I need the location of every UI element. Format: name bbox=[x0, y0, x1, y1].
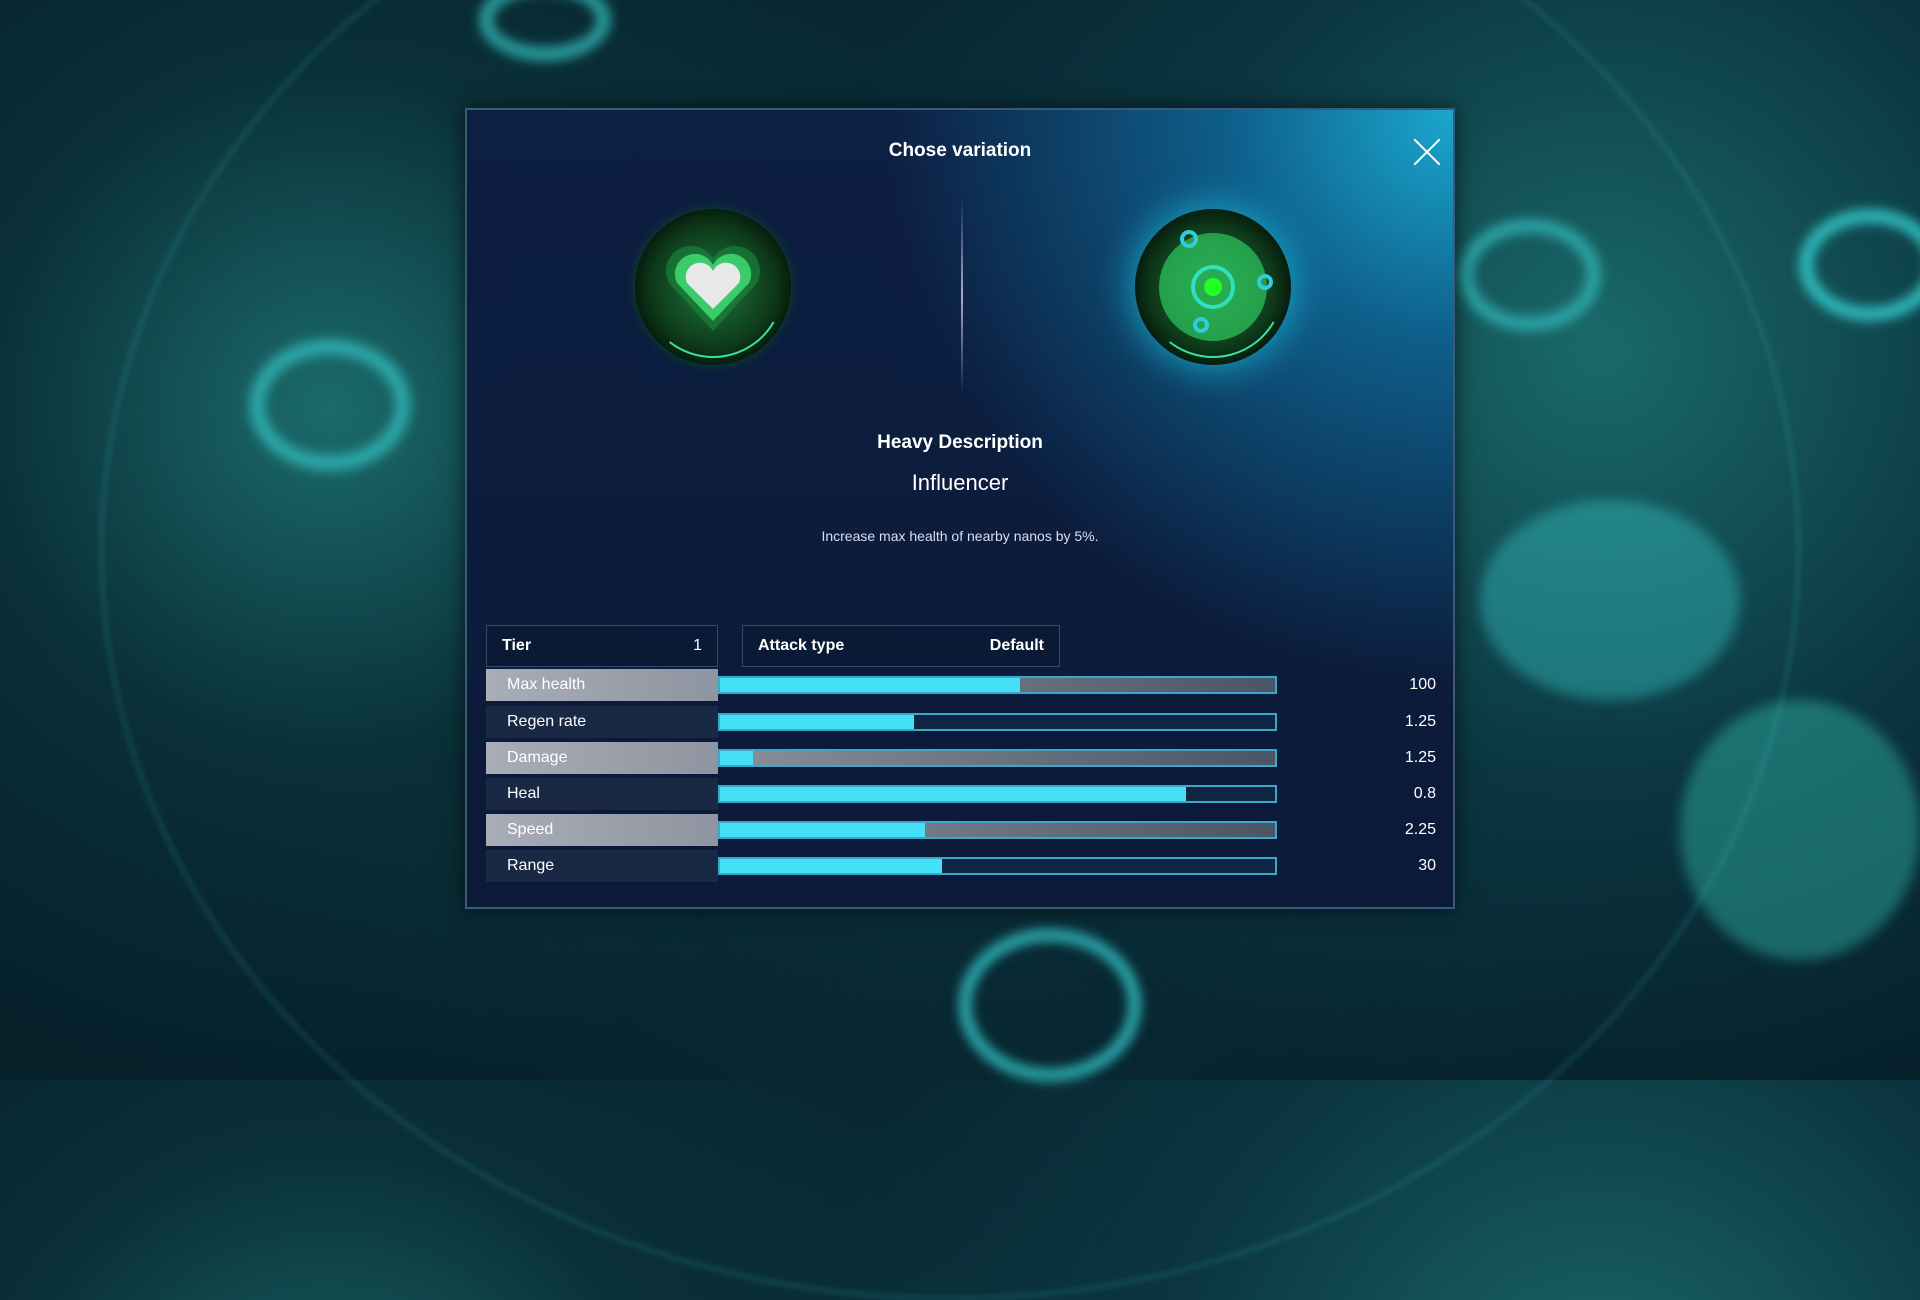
stat-bar bbox=[718, 785, 1277, 803]
stat-bar-fill bbox=[720, 678, 1020, 692]
stat-value: 30 bbox=[1418, 857, 1436, 874]
bg-crystal bbox=[1480, 500, 1740, 700]
heart-icon[interactable] bbox=[635, 209, 791, 365]
stat-bar-fill bbox=[720, 751, 754, 765]
divider bbox=[961, 198, 963, 394]
stat-value: 1.25 bbox=[1404, 713, 1436, 730]
attack-type-label: Attack type bbox=[758, 637, 845, 654]
stat-label: Range bbox=[486, 850, 718, 882]
stat-value: 100 bbox=[1409, 676, 1436, 693]
orb-icon[interactable] bbox=[1135, 209, 1291, 365]
stat-row: Speed 2.25 bbox=[486, 814, 1436, 846]
variation-name: Influencer bbox=[911, 470, 1009, 495]
stat-bar-fill bbox=[720, 787, 1187, 801]
stat-label: Damage bbox=[486, 742, 718, 774]
stat-label: Heal bbox=[486, 778, 718, 810]
stat-bar-fill bbox=[720, 823, 926, 837]
stat-row: Regen rate 1.25 bbox=[486, 706, 1436, 738]
stat-value: 2.25 bbox=[1404, 821, 1436, 838]
stat-label: Regen rate bbox=[486, 706, 718, 738]
bg-node bbox=[1800, 210, 1920, 320]
bg-crystal bbox=[1680, 700, 1920, 960]
stat-bar bbox=[718, 676, 1277, 694]
stat-bar-fill bbox=[720, 715, 915, 729]
variation-dialog: Chose variation Heavy Description Influe… bbox=[465, 108, 1455, 909]
stat-value: 0.8 bbox=[1413, 785, 1436, 802]
tier-label: Tier bbox=[502, 637, 532, 654]
close-icon[interactable] bbox=[1412, 137, 1442, 167]
description-heading: Heavy Description bbox=[877, 432, 1043, 453]
stat-bar-fill bbox=[720, 859, 942, 873]
stat-row: Range 30 bbox=[486, 850, 1436, 882]
stat-bar bbox=[718, 821, 1277, 839]
stat-label: Max health bbox=[486, 669, 718, 701]
bg-node bbox=[1460, 220, 1600, 330]
tier-value: 1 bbox=[693, 637, 702, 654]
stat-row: Max health 100 bbox=[486, 669, 1436, 701]
stat-value: 1.25 bbox=[1404, 749, 1436, 766]
tier-box: Tier 1 bbox=[486, 625, 718, 667]
dialog-title: Chose variation bbox=[888, 140, 1032, 161]
stat-bar bbox=[718, 857, 1277, 875]
stat-row: Damage 1.25 bbox=[486, 742, 1436, 774]
attack-type-value: Default bbox=[989, 637, 1044, 654]
stat-row: Heal 0.8 bbox=[486, 778, 1436, 810]
stat-bar bbox=[718, 713, 1277, 731]
variation-description: Increase max health of nearby nanos by 5… bbox=[821, 528, 1099, 544]
stat-bar bbox=[718, 749, 1277, 767]
attack-type-box: Attack type Default bbox=[742, 625, 1060, 667]
bg-node bbox=[250, 340, 410, 470]
bg-node bbox=[960, 930, 1140, 1080]
stat-label: Speed bbox=[486, 814, 718, 846]
